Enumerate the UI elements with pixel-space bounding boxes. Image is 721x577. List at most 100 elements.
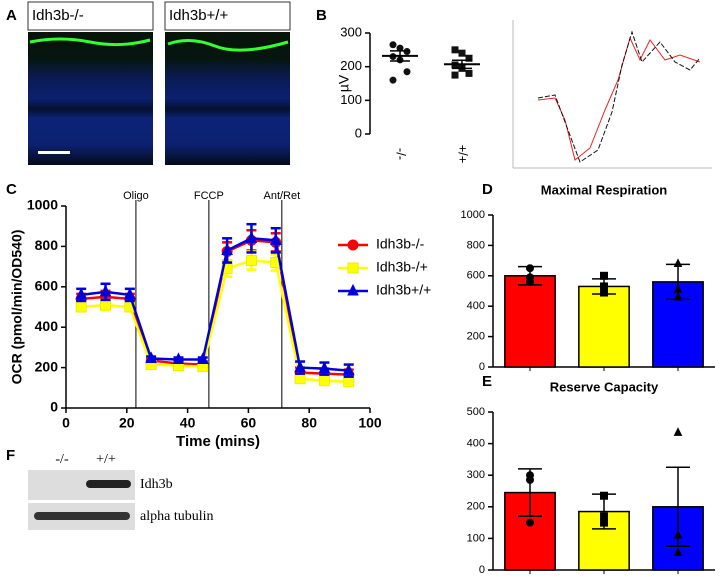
y-tick-label: 600 [35, 278, 59, 294]
y-tick-label: 100 [467, 532, 485, 544]
lane-label: -/- [55, 452, 69, 467]
x-axis-label: Time (mins) [176, 433, 260, 450]
y-tick-label: 400 [35, 318, 59, 334]
image-label: Idh3b-/- [32, 7, 84, 24]
lane-label: +/+ [96, 452, 116, 467]
data-point [172, 352, 185, 365]
y-axis-label: µV [336, 74, 352, 92]
legend-marker [347, 239, 359, 251]
data-point [124, 287, 136, 300]
y-tick-label: 200 [35, 358, 59, 374]
y-tick-label: 0 [355, 125, 362, 140]
data-point [526, 475, 534, 484]
data-point [526, 264, 534, 273]
data-point [318, 361, 331, 374]
y-tick-label: 500 [467, 406, 485, 418]
x-tick-label: 60 [241, 415, 257, 431]
series-line [81, 259, 349, 383]
data-point [458, 49, 466, 57]
stain [29, 37, 151, 47]
y-tick-label: 300 [340, 24, 362, 39]
y-tick-label: 1000 [461, 209, 485, 221]
y-tick-label: 600 [467, 270, 485, 282]
data-point [526, 277, 534, 286]
annotation: FCCP [194, 190, 224, 202]
data-point [526, 518, 534, 527]
image-label-box [27, 1, 154, 31]
data-point [673, 427, 683, 436]
data-point [145, 351, 157, 364]
series-line [81, 237, 349, 372]
data-point [451, 46, 459, 54]
y-tick-label: 400 [467, 438, 485, 450]
x-tick-label: 40 [180, 415, 196, 431]
data-point [342, 363, 355, 376]
panel-letter: C [6, 181, 17, 198]
data-point [221, 243, 233, 255]
legend-label: Idh3b-/+ [376, 259, 428, 275]
data-point [318, 375, 330, 387]
band [86, 480, 131, 488]
band-label: alpha tubulin [140, 509, 214, 524]
y-tick-label: 100 [340, 92, 362, 107]
annotation: Ant/Ret [263, 190, 300, 202]
bar [504, 275, 556, 368]
panel-letter: E [482, 373, 492, 390]
panel-letter: B [316, 7, 327, 24]
data-point [294, 360, 306, 373]
stain [167, 39, 289, 52]
data-point [196, 352, 209, 365]
data-point [673, 258, 683, 267]
legend-marker [347, 283, 359, 296]
data-point [465, 69, 473, 77]
data-point [673, 291, 683, 301]
data-point [451, 71, 459, 79]
x-tick-label: 20 [119, 415, 135, 431]
y-tick-label: 300 [467, 469, 485, 481]
x-tick-label: 100 [358, 415, 382, 431]
y-tick-label: 200 [340, 58, 362, 73]
chart-title: Reserve Capacity [550, 379, 659, 394]
x-tick-label: +/+ [456, 145, 471, 164]
data-point [245, 255, 257, 267]
data-point [343, 376, 355, 388]
data-point [673, 529, 683, 539]
x-tick-label: -/- [394, 148, 409, 160]
legend-label: Idh3b+/+ [376, 282, 431, 298]
data-point [269, 233, 282, 245]
chart-title: Maximal Respiration [541, 182, 667, 197]
data-point [389, 76, 397, 84]
image-label-box [164, 1, 291, 31]
data-point [600, 518, 608, 527]
data-point [100, 299, 112, 311]
band-label: Idh3b [140, 477, 173, 492]
data-point [245, 231, 258, 243]
y-tick-label: 1000 [27, 197, 58, 213]
y-tick-label: 200 [467, 501, 485, 513]
data-point [75, 287, 88, 300]
data-point [600, 491, 608, 500]
scale-bar [38, 151, 70, 154]
data-point [673, 547, 683, 556]
data-point [600, 288, 608, 297]
x-tick-label: 0 [62, 415, 70, 431]
y-tick-label: 0 [479, 564, 485, 576]
x-tick-label: 80 [301, 415, 317, 431]
y-tick-label: 800 [35, 237, 59, 253]
image-label: Idh3b+/+ [169, 7, 228, 24]
legend-label: Idh3b-/- [376, 236, 425, 252]
y-tick-label: 0 [479, 361, 485, 373]
y-tick-label: 800 [467, 239, 485, 251]
data-point [600, 271, 608, 280]
panel-letter: F [6, 447, 15, 464]
data-point [75, 301, 87, 313]
erg-trace [512, 20, 712, 169]
bar [578, 285, 630, 368]
panel-letter: D [482, 181, 493, 198]
panel-letter: A [6, 7, 17, 24]
micrograph [28, 32, 153, 165]
data-point [99, 284, 112, 297]
data-point [403, 68, 411, 76]
legend-marker [347, 262, 359, 274]
